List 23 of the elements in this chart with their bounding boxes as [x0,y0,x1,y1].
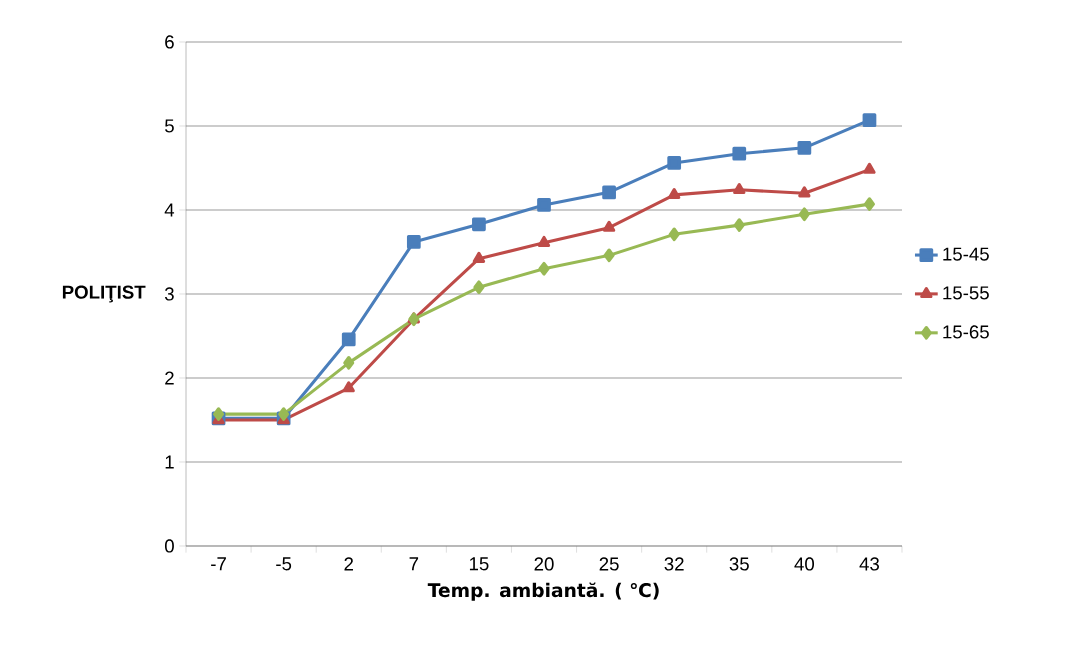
y-tick-label: 3 [164,287,174,301]
y-tick-label: 4 [164,203,175,217]
x-tick-label: 40 [794,557,815,571]
x-tick-label: 35 [729,557,749,571]
x-tick-label: 15 [469,557,489,571]
x-tick-label: 20 [534,557,554,571]
y-tick-label: 6 [165,35,174,49]
y-axis-title: POLIŢIST [62,285,146,303]
x-tick-label: 7 [409,557,419,571]
x-tick-label: -5 [276,557,292,571]
x-tick-label: 43 [859,557,880,571]
y-tick-label: 5 [165,119,174,133]
x-tick-label: -7 [211,557,226,571]
legend-label: 15-65 [943,325,989,339]
x-tick-label: 25 [599,557,619,571]
x-axis-title: Temp. ambiantă. ( ℃) [427,582,659,601]
x-tick-label: 32 [664,557,684,571]
legend-label: 15-55 [943,286,989,300]
x-tick-label: 2 [344,557,353,571]
y-tick-label: 2 [165,371,174,385]
y-tick-label: 0 [164,539,174,553]
y-tick-label: 1 [165,455,174,469]
legend-label: 15-45 [943,247,989,261]
